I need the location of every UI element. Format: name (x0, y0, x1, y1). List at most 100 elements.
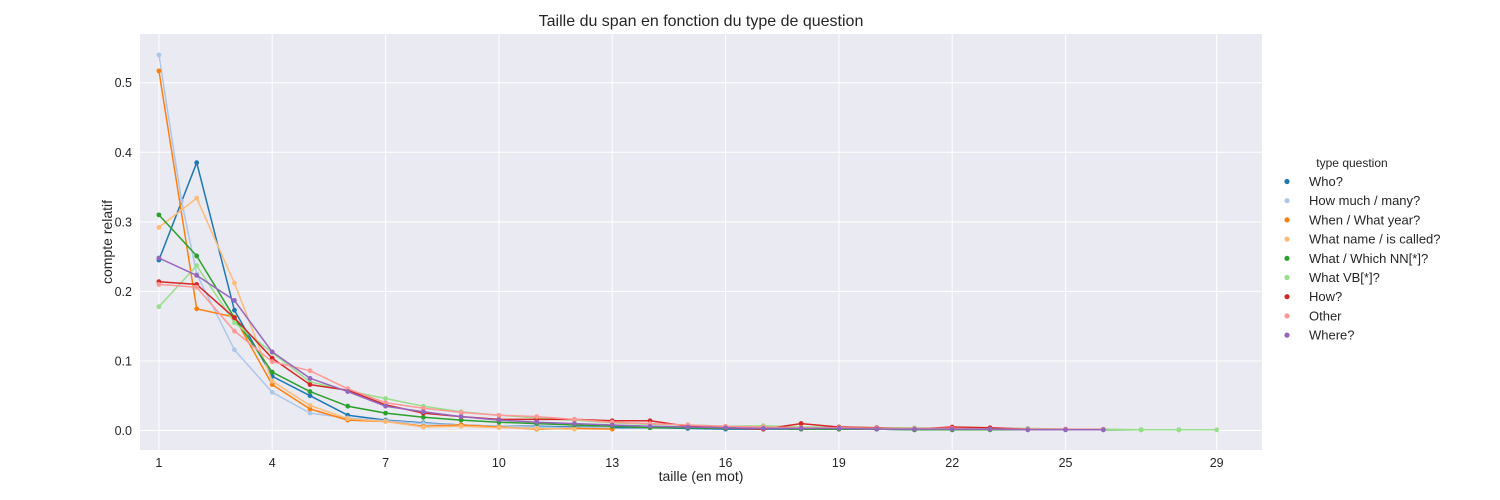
series-line (158, 197, 575, 430)
data-point (232, 315, 237, 321)
data-point (194, 195, 200, 201)
data-point (307, 406, 313, 412)
data-point (987, 426, 993, 432)
data-point (1138, 427, 1144, 433)
x-tick-label: 25 (1059, 456, 1073, 470)
legend-marker (1284, 332, 1290, 338)
data-point (307, 375, 313, 381)
x-tick-label: 1 (155, 456, 162, 470)
data-point (534, 419, 540, 425)
series-line (158, 257, 1104, 431)
y-tick-label: 0.2 (115, 285, 132, 299)
y-tick-label: 0.0 (115, 424, 132, 438)
legend-item: Who? (1284, 174, 1343, 189)
data-point (269, 355, 275, 361)
data-point (836, 426, 842, 431)
legend-item: How? (1284, 289, 1342, 304)
data-point (874, 426, 880, 432)
legend: type question Who? How much / many? When /… (1284, 156, 1441, 343)
data-point (307, 410, 313, 416)
data-point (345, 403, 351, 409)
data-point (760, 426, 766, 431)
data-point (496, 412, 502, 418)
legend-marker (1284, 178, 1290, 185)
data-point (269, 389, 275, 395)
data-point (345, 416, 351, 422)
legend-label: Who? (1309, 174, 1343, 189)
series-3 (156, 195, 577, 432)
data-point (458, 410, 464, 415)
data-point (307, 393, 313, 399)
data-point (156, 52, 162, 58)
series-8 (156, 255, 1106, 433)
x-tick-label: 4 (269, 456, 276, 470)
data-point (156, 212, 162, 218)
legend-label: What / Which NN[*]? (1309, 251, 1428, 266)
data-point (156, 255, 162, 261)
chart-title: Taille du span en fonction du type de qu… (539, 13, 864, 30)
data-point (194, 284, 200, 290)
legend-label: What name / is called? (1309, 232, 1441, 247)
data-point (383, 400, 388, 406)
data-point (798, 426, 804, 431)
data-point (534, 426, 540, 431)
legend-marker (1284, 274, 1290, 281)
data-point (156, 304, 162, 310)
legend-marker (1284, 217, 1290, 223)
data-point (420, 409, 426, 415)
data-point (232, 347, 237, 353)
x-tick-label: 29 (1210, 456, 1224, 470)
data-point (420, 424, 426, 430)
data-point (307, 382, 313, 388)
data-point (572, 426, 577, 432)
legend-marker (1284, 313, 1290, 319)
legend-item: What VB[*]? (1284, 270, 1380, 285)
data-point (458, 417, 464, 423)
data-point (1025, 427, 1031, 433)
x-axis: 1 4 7 10 13 16 19 22 25 29 (155, 456, 1223, 470)
y-axis-label: compte relatif (99, 200, 115, 284)
data-point (232, 307, 237, 313)
x-tick-label: 7 (382, 456, 389, 470)
data-point (269, 349, 275, 355)
data-point (194, 253, 200, 259)
data-point (269, 359, 275, 365)
data-point (156, 282, 162, 287)
data-point (1100, 427, 1106, 433)
legend-marker (1284, 294, 1290, 300)
data-point (798, 421, 804, 426)
legend-label: Other (1309, 308, 1342, 323)
data-point (307, 403, 313, 408)
data-point (232, 298, 237, 303)
data-point (269, 369, 275, 375)
data-point (307, 368, 313, 374)
data-point (647, 423, 653, 429)
legend-item: Where? (1284, 328, 1355, 343)
data-point (307, 389, 313, 394)
data-point (232, 280, 237, 286)
grid (140, 34, 1262, 450)
data-point (232, 320, 237, 326)
data-point (383, 403, 388, 409)
data-point (723, 425, 728, 431)
legend-title: type question (1316, 156, 1387, 170)
legend-label: Where? (1309, 328, 1355, 343)
plot-area (140, 34, 1262, 450)
legend-item: What name / is called? (1284, 232, 1441, 247)
data-point (269, 382, 275, 388)
x-tick-label: 13 (605, 456, 619, 470)
legend-label: How much / many? (1309, 193, 1420, 208)
data-point (572, 421, 577, 426)
data-point (685, 424, 691, 430)
legend-label: When / What year? (1309, 212, 1420, 227)
legend-label: How? (1309, 289, 1342, 304)
data-point (156, 68, 162, 74)
data-point (194, 306, 200, 312)
x-tick-label: 10 (492, 456, 506, 470)
data-point (269, 378, 275, 384)
legend-marker (1284, 236, 1290, 242)
legend-item: When / What year? (1284, 212, 1420, 227)
data-point (496, 417, 502, 423)
y-tick-label: 0.3 (115, 215, 132, 229)
